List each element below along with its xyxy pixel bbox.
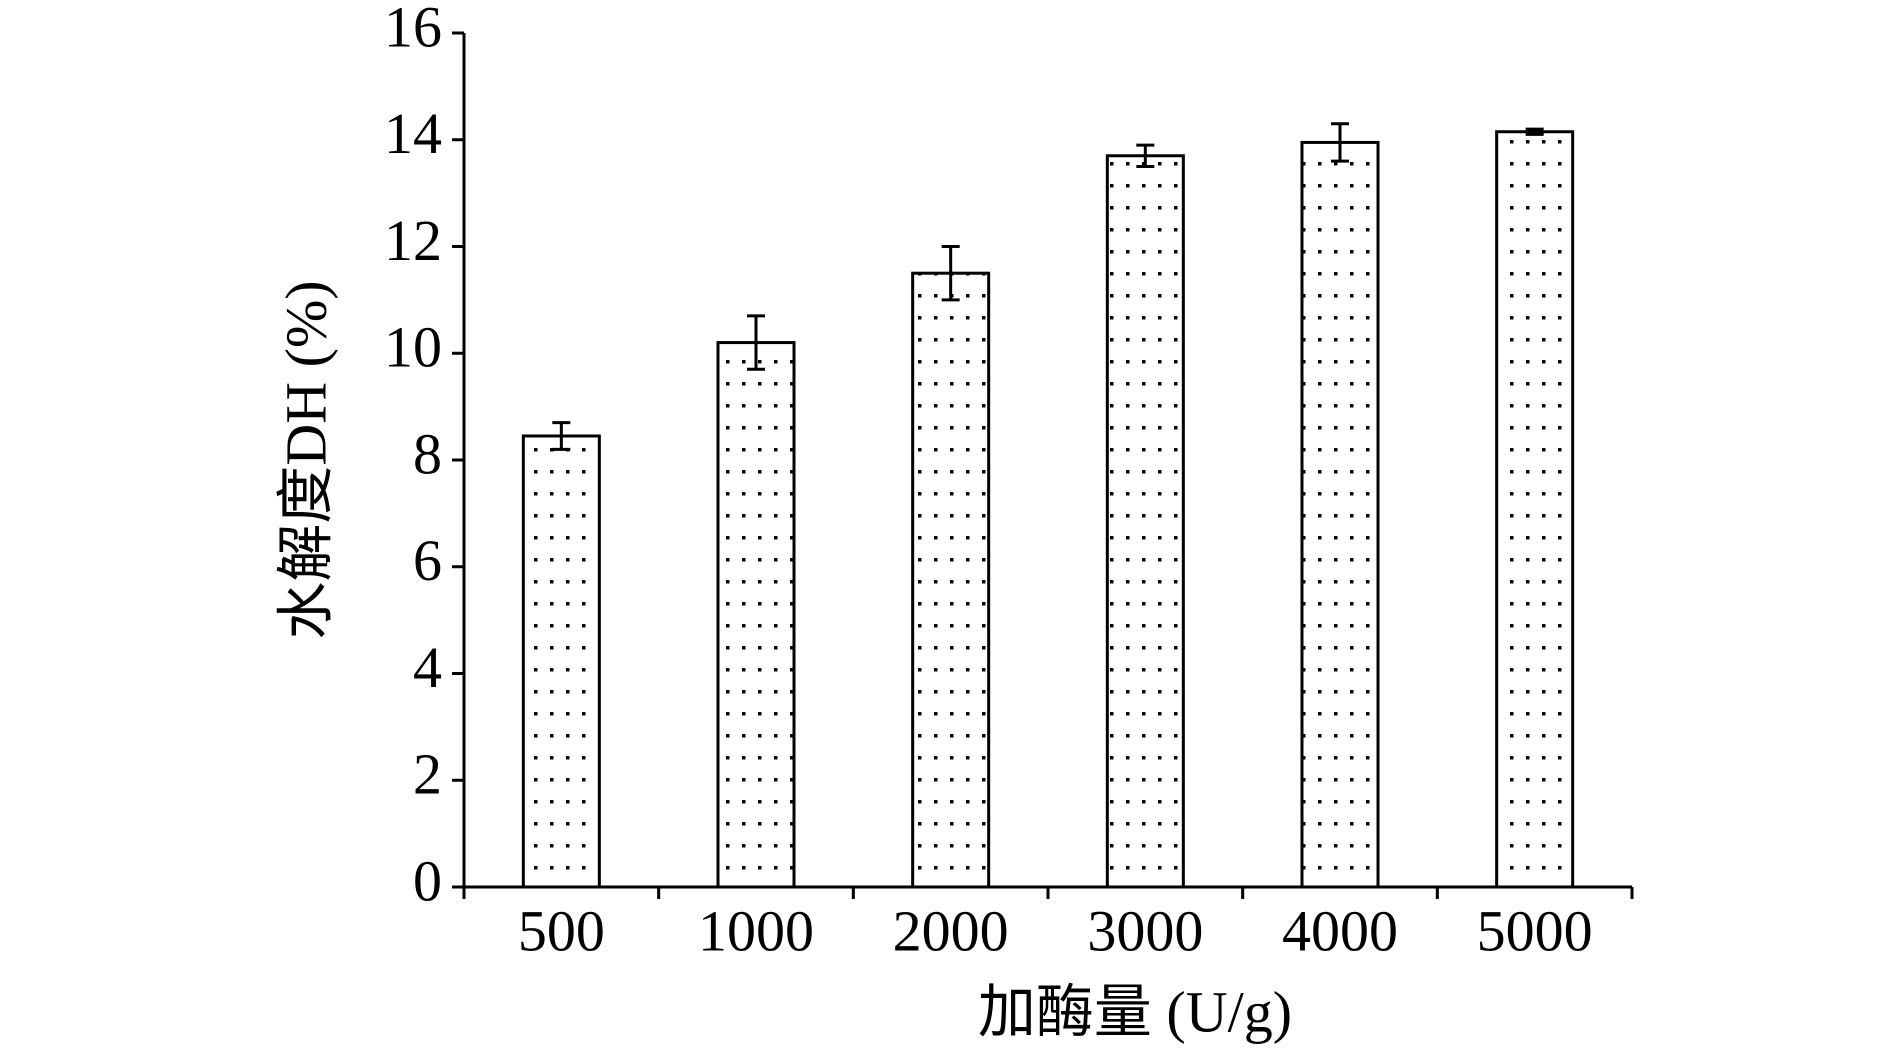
x-tick-label: 3000 [1087, 898, 1203, 963]
bar [911, 271, 991, 889]
bar [1495, 130, 1575, 889]
y-axis-label: 水解度DH (%) [273, 280, 338, 639]
y-tick-label: 14 [384, 101, 442, 166]
y-tick-label: 8 [413, 421, 442, 486]
error-bar [747, 314, 765, 371]
x-tick-label: 5000 [1477, 898, 1593, 963]
error-bar [941, 245, 960, 302]
bar [716, 341, 796, 889]
y-tick-label: 10 [384, 315, 442, 380]
error-bar [1136, 143, 1155, 168]
error-bar [552, 421, 571, 451]
y-tick-label: 16 [384, 0, 442, 59]
bar [1105, 154, 1185, 889]
y-tick-label: 6 [413, 528, 442, 593]
y-tick-label: 12 [384, 208, 442, 273]
x-tick-label: 1000 [698, 898, 814, 963]
y-tick-label: 0 [413, 848, 442, 913]
x-tick-label: 500 [518, 898, 605, 963]
x-tick-label: 2000 [893, 898, 1009, 963]
error-bar [1525, 127, 1544, 136]
error-bar [1331, 122, 1349, 163]
y-tick-label: 4 [413, 635, 442, 700]
y-tick-label: 2 [413, 742, 442, 807]
bar [1300, 140, 1380, 889]
x-tick-label: 4000 [1282, 898, 1398, 963]
x-axis-label: 加酶量 (U/g) [978, 979, 1292, 1044]
bar [521, 434, 601, 889]
